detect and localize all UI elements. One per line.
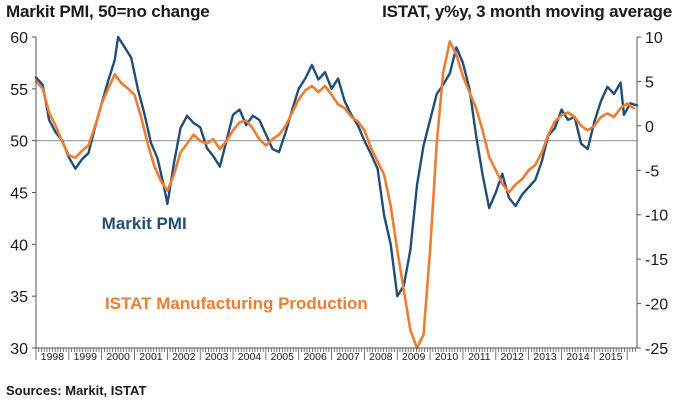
right-axis-tick-label: 0 (645, 119, 654, 136)
left-axis-tick-label: 40 (10, 237, 28, 254)
x-axis-year-label: 1998 (41, 351, 65, 363)
source-note: Sources: Markit, ISTAT (6, 383, 147, 398)
x-axis-year-label: 2014 (566, 351, 590, 363)
right-axis-tick-label: -15 (645, 252, 668, 269)
x-axis-year-label: 2007 (336, 351, 360, 363)
x-axis-year-label: 1999 (74, 351, 98, 363)
series-layer (34, 35, 639, 350)
right-axis-tick-label: -10 (645, 208, 668, 225)
x-axis-year-label: 2015 (599, 351, 623, 363)
x-axis-year-label: 2004 (238, 351, 262, 363)
x-axis-year-label: 2003 (205, 351, 229, 363)
right-axis-tick-label: 10 (645, 30, 663, 47)
axis-layer: 30 35 40 45 50 55 60 -25 -20 -15 -10 -5 0 5 10 1998 1999… (10, 30, 668, 363)
left-axis-tick-label: 60 (10, 30, 28, 47)
pmi-series-line (34, 35, 639, 298)
x-axis-year-label: 2012 (501, 351, 525, 363)
x-axis-year-label: 2006 (303, 351, 327, 363)
right-axis-tick-label: -5 (645, 163, 659, 180)
left-axis-tick-label: 45 (10, 186, 28, 203)
istat-series-line (34, 40, 635, 350)
left-axis-title: Markit PMI, 50=no change (6, 2, 210, 21)
left-axis-tick-label: 55 (10, 82, 28, 99)
right-axis-tick-label: -25 (645, 341, 668, 358)
x-axis-year-label: 2002 (172, 351, 196, 363)
x-axis-year-label: 2008 (369, 351, 393, 363)
x-axis-year-label: 2005 (271, 351, 295, 363)
left-axis-tick-label: 35 (10, 289, 28, 306)
x-axis-year-label: 2011 (468, 351, 491, 363)
right-axis-tick-label: -20 (645, 297, 668, 314)
x-axis-year-label: 2010 (435, 351, 459, 363)
x-axis-year-label: 2000 (106, 351, 130, 363)
left-axis-tick-label: 50 (10, 134, 28, 151)
istat-series-label: ISTAT Manufacturing Production (105, 294, 368, 313)
left-axis-tick-label: 30 (10, 341, 28, 358)
right-axis-tick-label: 5 (645, 74, 654, 91)
x-axis-year-label: 2013 (533, 351, 557, 363)
x-axis-year-label: 2009 (402, 351, 426, 363)
x-axis-year-label: 2001 (139, 351, 163, 363)
pmi-series-label: Markit PMI (102, 214, 187, 233)
label-layer: Markit PMI ISTAT Manufacturing Production (102, 214, 368, 313)
right-axis-title: ISTAT, y%y, 3 month moving average (382, 2, 672, 21)
